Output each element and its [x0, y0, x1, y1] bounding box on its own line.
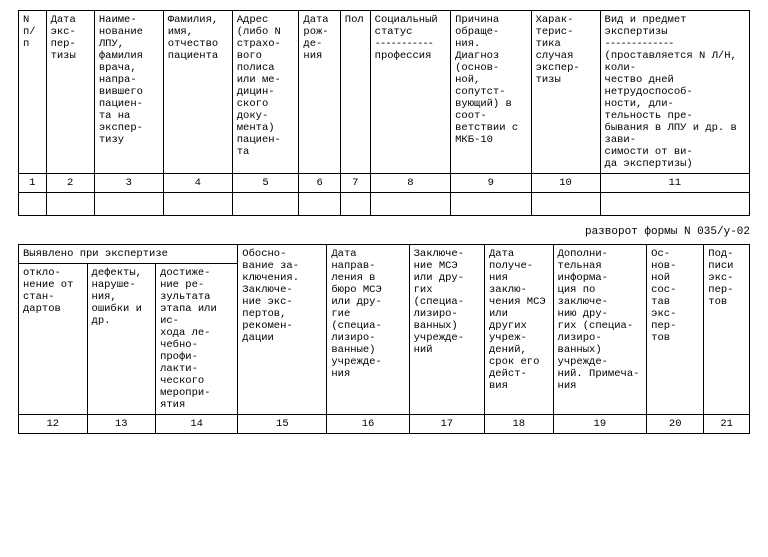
table-1-header-10: Харак-терис-тика случая экспер-тизы	[531, 11, 600, 174]
table-2-colnum-20: 20	[647, 415, 704, 434]
table-1-empty-cell	[163, 193, 232, 216]
table-1-header-6: Дата рож-де-ния	[299, 11, 340, 174]
table-2-header-6: Заключе-ние МСЭ или дру-гих (специа-лизи…	[409, 245, 484, 415]
table-1-header-11: Вид и предмет экспертизы-------------(пр…	[600, 11, 749, 174]
table-2-header-4: Обосно-вание за-ключения. Заключе-ние эк…	[238, 245, 327, 415]
table-1-empty-row	[19, 193, 750, 216]
table-1-colnum-6: 6	[299, 174, 340, 193]
table-1-header-3: Наиме-нование ЛПУ, фамилия врача, напра-…	[94, 11, 163, 174]
table-2-colnum-21: 21	[704, 415, 750, 434]
table-2-subheader-1: откло-нение от стан-дартов	[19, 264, 88, 415]
table-1-colnum-3: 3	[94, 174, 163, 193]
table-2-header-row-1: Выявлено при экспертизеОбосно-вание за-к…	[19, 245, 750, 264]
table-1-colnum-2: 2	[46, 174, 94, 193]
table-1-empty-cell	[232, 193, 299, 216]
table-1-colnum-7: 7	[340, 174, 370, 193]
table-1-empty-cell	[19, 193, 47, 216]
table-1-header-2: Дата экс-пер-тизы	[46, 11, 94, 174]
table-1-empty-cell	[370, 193, 450, 216]
table-1-empty-cell	[94, 193, 163, 216]
table-2-colnum-16: 16	[327, 415, 409, 434]
table-2-colnum-19: 19	[553, 415, 647, 434]
table-2-subheader-3: достиже-ние ре-зультата этапа или ис-ход…	[156, 264, 238, 415]
table-1-colnum-11: 11	[600, 174, 749, 193]
table-2: Выявлено при экспертизеОбосно-вание за-к…	[18, 244, 750, 434]
table-2-subheader-2: дефекты, наруше-ния, ошибки и др.	[87, 264, 156, 415]
table-2-header-8: Дополни-тельная информа-ция по заключе-н…	[553, 245, 647, 415]
table-1-header-8: Социальный статус-----------профессия	[370, 11, 450, 174]
table-1-colnum-1: 1	[19, 174, 47, 193]
table-1-colnum-9: 9	[451, 174, 531, 193]
table-2-span-header: Выявлено при экспертизе	[19, 245, 238, 264]
table-1: N п/пДата экс-пер-тизыНаиме-нование ЛПУ,…	[18, 10, 750, 216]
table-1-empty-cell	[46, 193, 94, 216]
table-2-colnum-12: 12	[19, 415, 88, 434]
table-1-colnum-10: 10	[531, 174, 600, 193]
table-2-colnum-17: 17	[409, 415, 484, 434]
form-caption: разворот формы N 035/у-02	[18, 226, 750, 238]
table-1-header-4: Фамилия, имя, отчество пациента	[163, 11, 232, 174]
table-2-number-row: 12131415161718192021	[19, 415, 750, 434]
table-1-number-row: 1234567891011	[19, 174, 750, 193]
table-1-colnum-8: 8	[370, 174, 450, 193]
table-1-header-7: Пол	[340, 11, 370, 174]
table-2-colnum-14: 14	[156, 415, 238, 434]
table-1-header-5: Адрес (либо N страхо-вого полиса или ме-…	[232, 11, 299, 174]
table-2-header-9: Ос-нов-ной сос-тав экс-пер-тов	[647, 245, 704, 415]
table-2-colnum-13: 13	[87, 415, 156, 434]
table-1-empty-cell	[600, 193, 749, 216]
table-2-header-7: Дата получе-ния заклю-чения МСЭ или друг…	[484, 245, 553, 415]
table-1-header-9: Причина обраще-ния.Диагноз (основ-ной, с…	[451, 11, 531, 174]
table-1-colnum-4: 4	[163, 174, 232, 193]
table-2-header-5: Дата направ-ления в бюро МСЭ или дру-гие…	[327, 245, 409, 415]
table-1-empty-cell	[299, 193, 340, 216]
table-1-header-row: N п/пДата экс-пер-тизыНаиме-нование ЛПУ,…	[19, 11, 750, 174]
table-1-empty-cell	[451, 193, 531, 216]
table-1-empty-cell	[531, 193, 600, 216]
table-2-colnum-18: 18	[484, 415, 553, 434]
table-1-header-1: N п/п	[19, 11, 47, 174]
table-2-header-10: Под-писи экс-пер-тов	[704, 245, 750, 415]
table-1-empty-cell	[340, 193, 370, 216]
table-1-colnum-5: 5	[232, 174, 299, 193]
table-2-colnum-15: 15	[238, 415, 327, 434]
